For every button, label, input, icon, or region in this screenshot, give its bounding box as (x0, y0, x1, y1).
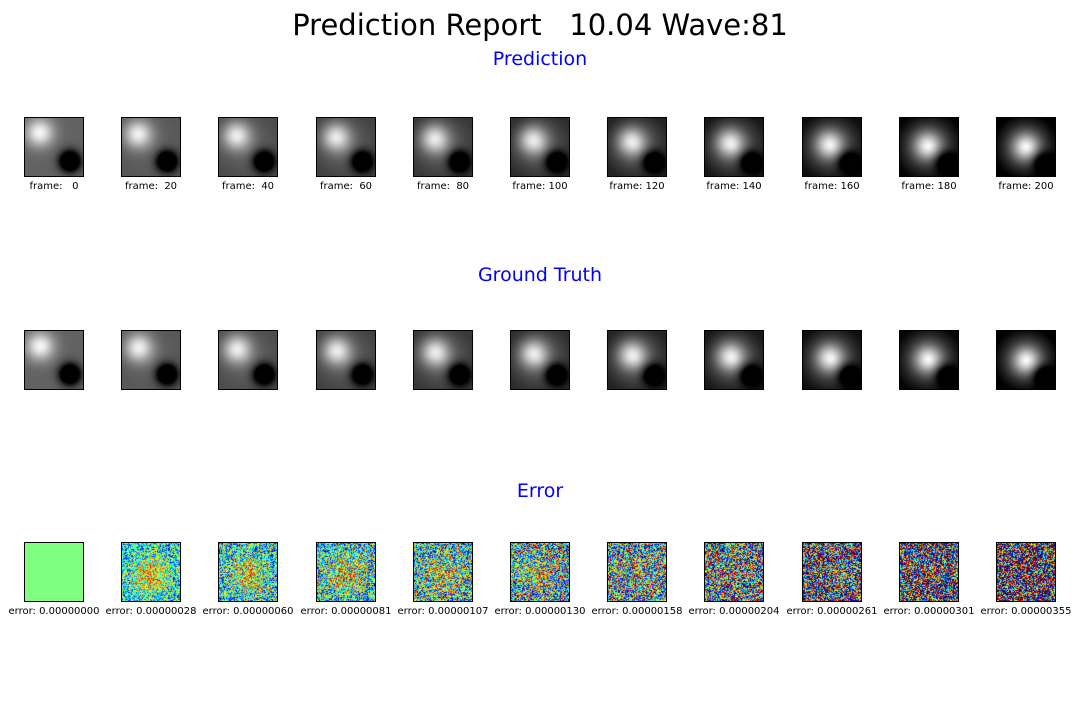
prediction-tile (413, 117, 473, 177)
prediction-heatmap (219, 118, 277, 176)
ground-truth-heatmap (997, 331, 1055, 389)
ground-truth-heatmap (219, 331, 277, 389)
prediction-caption: frame: 40 (221, 181, 275, 192)
error-caption: error: 0.00000130 (494, 606, 586, 617)
error-heatmap (414, 543, 472, 601)
error-caption: error: 0.00000028 (105, 606, 197, 617)
prediction-section-title: Prediction (492, 48, 588, 70)
error-caption: error: 0.00000081 (300, 606, 392, 617)
error-heatmap (511, 543, 569, 601)
error-tile (121, 542, 181, 602)
ground-truth-heatmap (25, 331, 83, 389)
ground-truth-heatmap (705, 331, 763, 389)
prediction-tile (24, 117, 84, 177)
ground-truth-tile (510, 330, 570, 390)
error-caption: error: 0.00000301 (883, 606, 975, 617)
ground-truth-heatmap (414, 331, 472, 389)
ground-truth-tile (413, 330, 473, 390)
error-tile (996, 542, 1056, 602)
error-tile (316, 542, 376, 602)
prediction-heatmap (997, 118, 1055, 176)
ground-truth-tile (704, 330, 764, 390)
prediction-heatmap (705, 118, 763, 176)
ground-truth-tile (899, 330, 959, 390)
error-tile (607, 542, 667, 602)
ground-truth-section-title: Ground Truth (477, 264, 603, 286)
ground-truth-tile (121, 330, 181, 390)
prediction-heatmap (317, 118, 375, 176)
prediction-tile (218, 117, 278, 177)
prediction-caption: frame: 20 (124, 181, 178, 192)
prediction-tile (121, 117, 181, 177)
error-heatmap (317, 543, 375, 601)
prediction-caption: frame: 80 (416, 181, 470, 192)
prediction-tile (996, 117, 1056, 177)
error-tile (899, 542, 959, 602)
ground-truth-heatmap (608, 331, 666, 389)
error-heatmap (122, 543, 180, 601)
ground-truth-heatmap (122, 331, 180, 389)
error-tile (24, 542, 84, 602)
prediction-heatmap (122, 118, 180, 176)
error-heatmap (608, 543, 666, 601)
ground-truth-tile (607, 330, 667, 390)
error-caption: error: 0.00000158 (591, 606, 683, 617)
error-caption: error: 0.00000261 (786, 606, 878, 617)
prediction-caption: frame: 180 (901, 181, 957, 192)
error-heatmap (705, 543, 763, 601)
ground-truth-heatmap (511, 331, 569, 389)
error-heatmap (219, 543, 277, 601)
error-tile (802, 542, 862, 602)
ground-truth-tile (996, 330, 1056, 390)
prediction-tile (704, 117, 764, 177)
prediction-tile (607, 117, 667, 177)
prediction-caption: frame: 200 (998, 181, 1054, 192)
prediction-caption: frame: 60 (319, 181, 373, 192)
ground-truth-tile (802, 330, 862, 390)
error-tile (413, 542, 473, 602)
prediction-tile (510, 117, 570, 177)
error-caption: error: 0.00000060 (202, 606, 294, 617)
prediction-caption: frame: 0 (29, 181, 79, 192)
error-caption: error: 0.00000107 (397, 606, 489, 617)
prediction-heatmap (414, 118, 472, 176)
ground-truth-tile (316, 330, 376, 390)
report-title: Prediction Report 10.04 Wave:81 (292, 8, 788, 42)
prediction-heatmap (803, 118, 861, 176)
ground-truth-tile (218, 330, 278, 390)
error-section-title: Error (516, 480, 564, 502)
prediction-caption: frame: 120 (609, 181, 665, 192)
prediction-tile (316, 117, 376, 177)
error-caption: error: 0.00000355 (980, 606, 1072, 617)
error-tile (704, 542, 764, 602)
error-heatmap (997, 543, 1055, 601)
prediction-caption: frame: 100 (512, 181, 568, 192)
error-heatmap (900, 543, 958, 601)
error-heatmap (25, 543, 83, 601)
error-tile (218, 542, 278, 602)
error-caption: error: 0.00000204 (688, 606, 780, 617)
error-heatmap (803, 543, 861, 601)
prediction-heatmap (511, 118, 569, 176)
ground-truth-heatmap (900, 331, 958, 389)
prediction-heatmap (900, 118, 958, 176)
error-tile (510, 542, 570, 602)
prediction-tile (802, 117, 862, 177)
ground-truth-tile (24, 330, 84, 390)
ground-truth-heatmap (803, 331, 861, 389)
prediction-heatmap (25, 118, 83, 176)
prediction-tile (899, 117, 959, 177)
ground-truth-heatmap (317, 331, 375, 389)
prediction-caption: frame: 140 (706, 181, 762, 192)
prediction-heatmap (608, 118, 666, 176)
error-caption: error: 0.00000000 (8, 606, 100, 617)
prediction-caption: frame: 160 (804, 181, 860, 192)
